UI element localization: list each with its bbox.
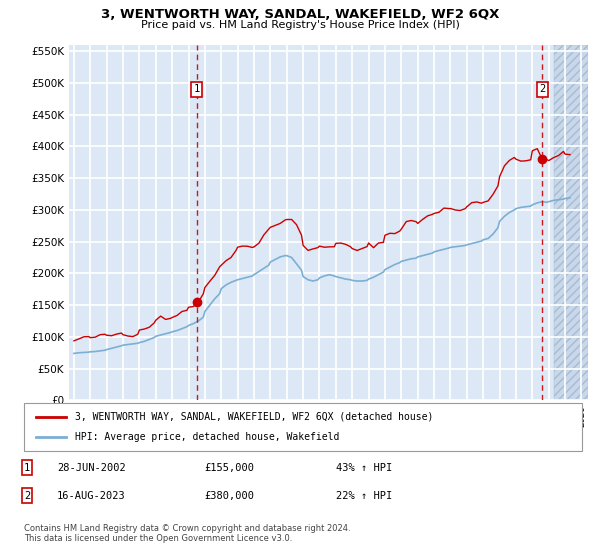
Text: 2: 2 [539, 84, 545, 94]
Text: 22% ↑ HPI: 22% ↑ HPI [336, 491, 392, 501]
Text: 28-JUN-2002: 28-JUN-2002 [57, 463, 126, 473]
Text: Contains HM Land Registry data © Crown copyright and database right 2024.
This d: Contains HM Land Registry data © Crown c… [24, 524, 350, 543]
Text: Price paid vs. HM Land Registry's House Price Index (HPI): Price paid vs. HM Land Registry's House … [140, 20, 460, 30]
Text: 1: 1 [24, 463, 30, 473]
Text: 43% ↑ HPI: 43% ↑ HPI [336, 463, 392, 473]
Text: 3, WENTWORTH WAY, SANDAL, WAKEFIELD, WF2 6QX: 3, WENTWORTH WAY, SANDAL, WAKEFIELD, WF2… [101, 8, 499, 21]
Text: 16-AUG-2023: 16-AUG-2023 [57, 491, 126, 501]
Text: £380,000: £380,000 [204, 491, 254, 501]
Text: 2: 2 [24, 491, 30, 501]
Text: HPI: Average price, detached house, Wakefield: HPI: Average price, detached house, Wake… [75, 432, 340, 442]
Text: £155,000: £155,000 [204, 463, 254, 473]
Text: 3, WENTWORTH WAY, SANDAL, WAKEFIELD, WF2 6QX (detached house): 3, WENTWORTH WAY, SANDAL, WAKEFIELD, WF2… [75, 412, 433, 422]
Bar [554, 45, 588, 400]
Text: 1: 1 [193, 84, 200, 94]
